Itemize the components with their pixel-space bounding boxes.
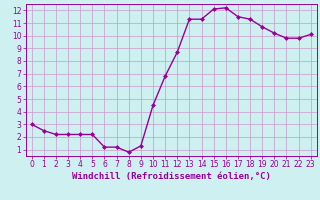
X-axis label: Windchill (Refroidissement éolien,°C): Windchill (Refroidissement éolien,°C)	[72, 172, 271, 181]
